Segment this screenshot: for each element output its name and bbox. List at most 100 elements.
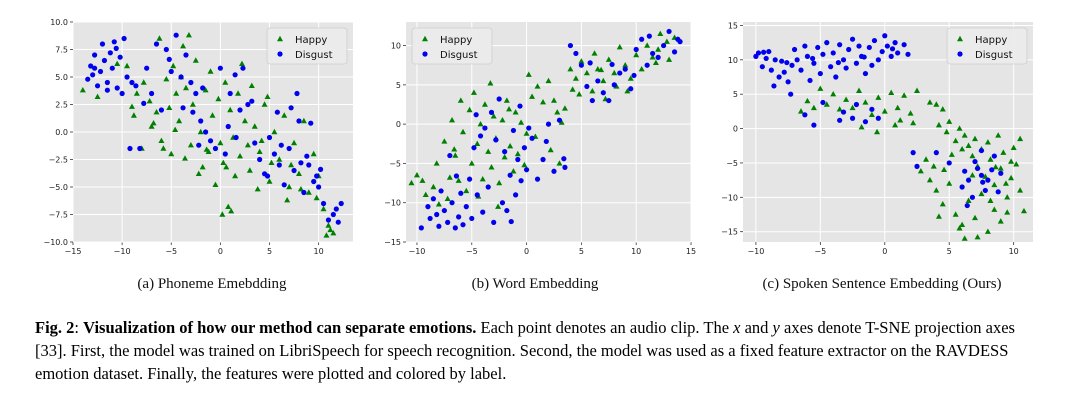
point-disgust: [781, 69, 787, 75]
point-happy: [907, 110, 914, 116]
point-happy: [146, 98, 153, 104]
point-disgust: [776, 74, 782, 80]
point-disgust: [622, 66, 628, 72]
point-disgust: [121, 35, 127, 42]
point-disgust: [761, 49, 767, 55]
point-disgust: [879, 48, 885, 55]
point-disgust: [88, 63, 94, 69]
point-happy: [518, 119, 525, 125]
y-tick-label: 10: [728, 56, 738, 65]
figure-label: Fig. 2: [35, 318, 75, 337]
point-happy: [545, 77, 552, 84]
point-happy: [244, 142, 251, 148]
x-tick-label: 10: [1009, 247, 1019, 256]
point-disgust: [85, 76, 91, 82]
point-disgust: [101, 57, 108, 64]
point-disgust: [266, 134, 273, 141]
point-happy: [995, 132, 1002, 138]
y-tick-label: 15: [728, 21, 738, 30]
x-tick-label: −5: [466, 247, 478, 256]
point-disgust: [92, 65, 98, 71]
point-disgust: [92, 52, 98, 58]
point-disgust: [333, 206, 339, 212]
point-happy: [182, 155, 188, 161]
point-disgust: [660, 42, 667, 49]
point-happy: [554, 109, 561, 115]
panel-spoken-sentence-embedding: −10 −5 0 5 10 −15 −10 −5 0 5 10 15 Happy Disgust: [721, 21, 1033, 256]
point-disgust: [288, 105, 294, 111]
point-happy: [291, 139, 298, 146]
point-happy: [510, 168, 517, 174]
x-tick-label: 5: [947, 247, 952, 256]
y-tick-label: −15: [384, 238, 401, 247]
point-disgust: [281, 182, 287, 188]
point-happy: [823, 101, 830, 107]
point-disgust: [463, 204, 469, 210]
point-disgust: [978, 172, 985, 178]
point-disgust: [529, 135, 535, 141]
point-disgust: [430, 196, 437, 202]
point-disgust: [807, 77, 813, 84]
point-happy: [166, 104, 173, 110]
point-happy: [124, 62, 131, 69]
x-tick-label: −10: [747, 247, 764, 256]
point-happy: [605, 56, 612, 62]
panel-phoneme-embedding: −15 −10 −5 0 5 10 −10.0 −7.5 −5.0 −2.5 0.0 2.5 5.0 7.…: [43, 18, 353, 256]
point-disgust: [766, 48, 772, 55]
point-happy: [488, 164, 495, 170]
point-happy: [1004, 194, 1011, 200]
point-happy: [550, 97, 557, 103]
point-disgust: [869, 106, 875, 112]
point-disgust: [144, 65, 150, 71]
point-happy: [419, 177, 426, 183]
point-disgust: [584, 83, 590, 90]
point-disgust: [469, 215, 475, 222]
point-happy: [320, 205, 327, 212]
point-disgust: [104, 87, 110, 93]
y-tick-label: 7.5: [55, 46, 68, 55]
point-disgust: [964, 202, 970, 209]
point-happy: [264, 93, 271, 99]
point-disgust: [789, 62, 795, 68]
point-disgust: [133, 83, 139, 89]
point-disgust: [833, 74, 839, 80]
point-happy: [114, 60, 121, 66]
point-disgust: [959, 184, 965, 190]
point-happy: [1008, 158, 1015, 164]
point-happy: [972, 214, 978, 221]
figure-caption-text-2: and: [740, 318, 773, 337]
point-happy: [495, 203, 502, 209]
legend-label: Disgust: [440, 50, 478, 61]
point-disgust: [914, 163, 920, 169]
point-happy: [1000, 149, 1007, 155]
point-happy: [248, 82, 255, 88]
point-disgust: [578, 62, 584, 68]
point-disgust: [768, 67, 774, 73]
point-disgust: [447, 152, 453, 159]
point-disgust: [556, 117, 563, 123]
point-disgust: [551, 168, 557, 174]
y-tick-label: −5: [726, 159, 738, 168]
legend-label: Disgust: [295, 50, 333, 61]
point-happy: [501, 153, 508, 160]
point-disgust: [866, 44, 872, 51]
point-disgust: [217, 65, 223, 71]
point-happy: [576, 91, 583, 97]
point-happy: [1020, 207, 1027, 214]
point-disgust: [606, 97, 612, 104]
x-tick-label: 5: [267, 247, 272, 256]
point-happy: [591, 50, 598, 56]
point-disgust: [788, 91, 794, 97]
point-disgust: [633, 46, 639, 53]
point-disgust: [499, 200, 506, 206]
point-happy: [558, 119, 565, 125]
point-disgust: [276, 162, 282, 168]
point-happy: [598, 66, 605, 73]
x-tick-label: 0: [524, 247, 529, 256]
point-happy: [987, 156, 994, 162]
y-tick-label: 0: [396, 120, 401, 129]
point-happy: [441, 138, 448, 144]
point-disgust: [600, 90, 606, 96]
point-happy: [868, 111, 875, 118]
y-tick-label: 10.0: [50, 18, 68, 27]
